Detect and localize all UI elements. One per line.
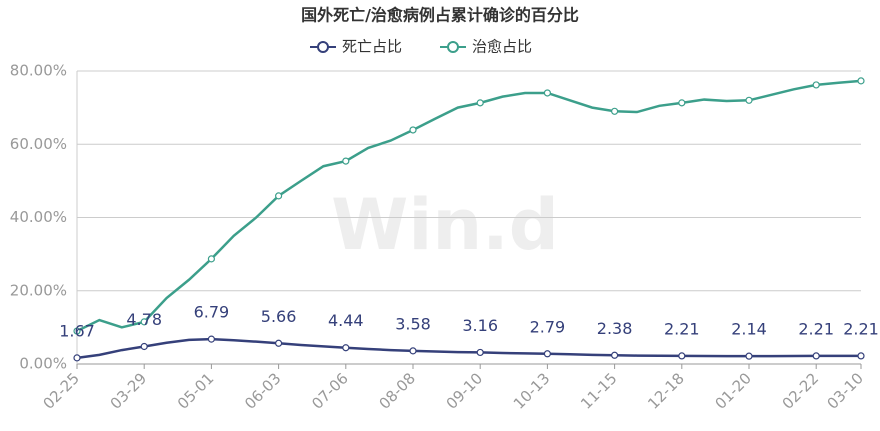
data-label: 6.79 <box>194 303 230 322</box>
point-marker <box>476 99 484 107</box>
point-marker <box>678 352 686 360</box>
watermark: Win.d <box>331 184 559 266</box>
y-tick-label: 80.00% <box>10 62 67 80</box>
data-label: 2.38 <box>597 319 633 338</box>
point-marker <box>73 327 81 335</box>
point-marker <box>140 318 148 326</box>
point-marker <box>140 342 148 351</box>
x-tick-label: 09-10 <box>443 369 487 413</box>
point-marker <box>610 107 619 115</box>
y-tick-label: 0.00% <box>19 355 67 373</box>
data-label: 2.21 <box>798 319 834 338</box>
data-label: 2.21 <box>843 319 879 338</box>
point-marker <box>543 89 552 97</box>
x-tick-label: 03-29 <box>107 369 151 413</box>
point-marker <box>610 351 619 359</box>
y-tick-label: 60.00% <box>10 135 67 153</box>
legend-label: 死亡占比 <box>342 38 402 56</box>
point-marker <box>275 192 283 200</box>
series-line <box>76 337 861 360</box>
data-label: 3.16 <box>462 316 498 335</box>
point-marker <box>812 81 820 89</box>
point-marker <box>476 348 484 357</box>
x-tick-label: 07-06 <box>308 369 352 413</box>
point-marker <box>745 352 753 360</box>
point-marker <box>73 354 81 362</box>
x-tick-label: 12-18 <box>644 369 688 413</box>
data-label: 5.66 <box>261 307 297 326</box>
data-label: 2.14 <box>731 320 767 339</box>
data-label: 4.44 <box>328 311 364 330</box>
x-tick-label: 08-08 <box>375 369 419 413</box>
data-label: 2.21 <box>664 319 700 338</box>
point-marker <box>207 335 215 343</box>
y-tick-label: 40.00% <box>10 208 67 226</box>
series-line <box>76 79 862 333</box>
x-tick-label: 02-25 <box>39 369 83 413</box>
point-marker <box>342 157 350 165</box>
data-label: 1.67 <box>59 321 95 340</box>
point-marker <box>409 347 417 355</box>
point-marker <box>207 255 215 263</box>
point-marker <box>857 77 865 85</box>
x-tick-label: 01-20 <box>711 369 755 413</box>
x-tick-label: 10-13 <box>510 369 554 413</box>
x-tick-label: 11-15 <box>577 369 621 413</box>
point-marker <box>275 339 283 347</box>
chart-title: 国外死亡/治愈病例占累计确诊的百分比 <box>301 6 579 25</box>
x-tick-label: 05-01 <box>174 369 218 413</box>
point-marker <box>812 352 820 360</box>
legend-marker <box>447 41 459 53</box>
x-tick-label: 03-10 <box>823 369 867 413</box>
data-label: 3.58 <box>395 314 431 333</box>
x-tick-label: 06-03 <box>241 369 285 413</box>
legend-marker <box>317 41 329 53</box>
point-marker <box>543 350 552 358</box>
x-tick-label: 02-22 <box>779 369 823 413</box>
y-tick-label: 20.00% <box>10 281 67 299</box>
data-label: 4.78 <box>126 310 162 329</box>
point-marker <box>409 126 417 134</box>
point-marker <box>678 99 686 107</box>
point-marker <box>745 96 753 104</box>
legend-label: 治愈占比 <box>472 38 532 56</box>
point-marker <box>857 352 865 360</box>
point-marker <box>342 344 350 352</box>
data-label: 2.79 <box>530 317 566 336</box>
